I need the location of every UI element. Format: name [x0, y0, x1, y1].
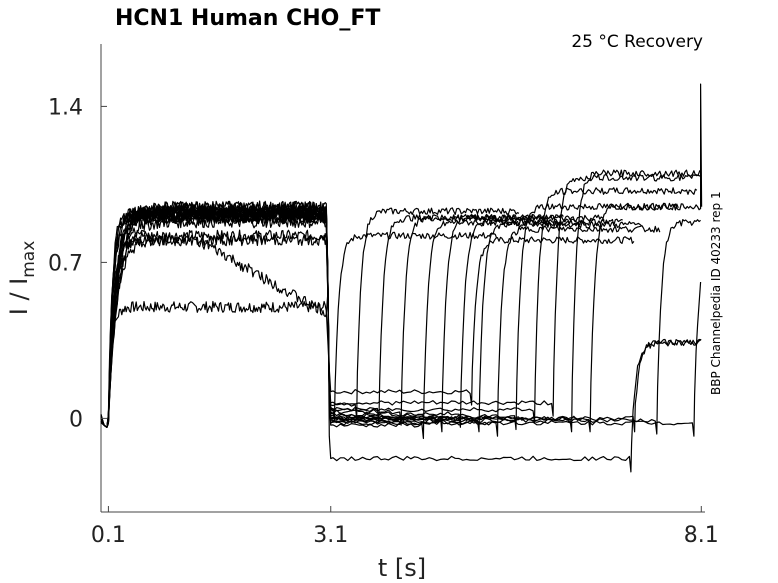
y-tick-label: 1.4: [48, 95, 83, 120]
y-axis-label-sub: max: [19, 241, 39, 278]
x-tick-group: 0.1 3.1 8.1: [91, 506, 719, 548]
x-tick-label: 3.1: [313, 523, 348, 548]
x-tick-label: 8.1: [684, 523, 719, 548]
y-axis-label: I / Imax: [5, 241, 39, 316]
chart-title: HCN1 Human CHO_FT: [115, 6, 380, 31]
source-note: BBP Channelpedia ID 40233 rep 1: [709, 191, 723, 395]
chart-annotation: 25 °C Recovery: [571, 32, 703, 52]
current-trace: [100, 211, 661, 437]
y-axis-label-main: I / I: [5, 278, 33, 316]
y-tick-group: 0 0.7 1.4: [48, 95, 107, 432]
current-trace: [100, 213, 564, 428]
plot-area: [100, 44, 705, 513]
y-tick-label: 0.7: [48, 251, 83, 276]
current-trace: [100, 207, 702, 437]
x-tick-label: 0.1: [91, 523, 126, 548]
current-trace: [100, 209, 623, 428]
traces-group: [100, 83, 703, 473]
current-trace: [100, 187, 698, 428]
current-trace: [100, 229, 498, 428]
current-trace: [100, 234, 701, 433]
current-trace: [100, 83, 703, 433]
y-tick-label: 0: [69, 407, 83, 432]
current-trace: [100, 236, 635, 428]
x-axis-label: t [s]: [378, 554, 426, 582]
